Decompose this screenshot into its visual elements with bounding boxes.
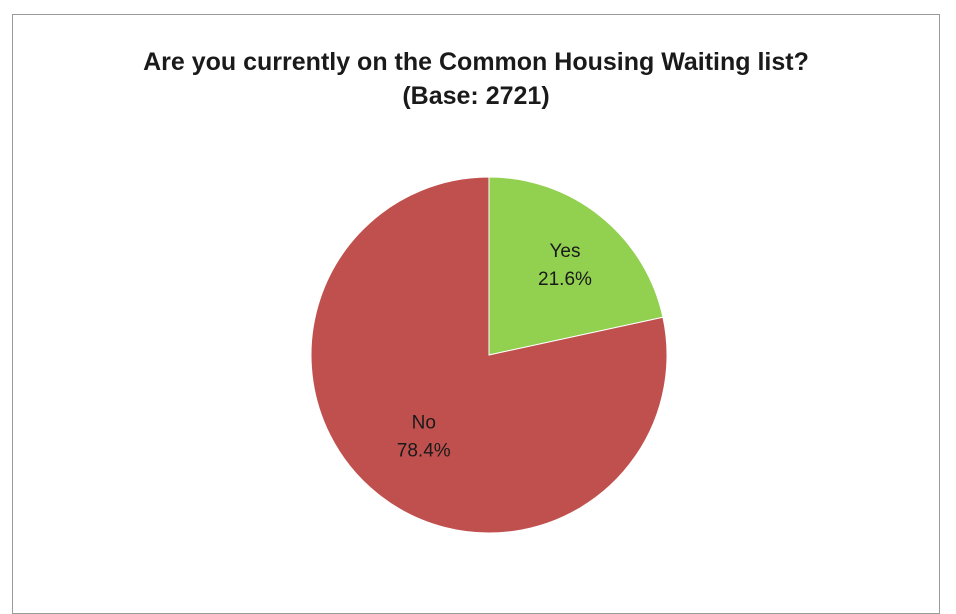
pie-slice-yes	[488, 176, 664, 356]
chart-title: Are you currently on the Common Housing …	[143, 48, 809, 76]
slice-value-label: 78.4%	[397, 441, 451, 462]
pie-chart: Yes 21.6% No 78.4%	[310, 176, 668, 534]
slice-value-label: 21.6%	[538, 269, 592, 290]
pie-slice-no	[310, 176, 668, 534]
slice-category-label: No	[412, 413, 436, 434]
pie-slices	[310, 176, 668, 534]
slice-category-label: Yes	[549, 241, 580, 262]
chart-subtitle: (Base: 2721)	[402, 82, 550, 110]
pie-labels: Yes 21.6% No 78.4%	[397, 241, 592, 462]
